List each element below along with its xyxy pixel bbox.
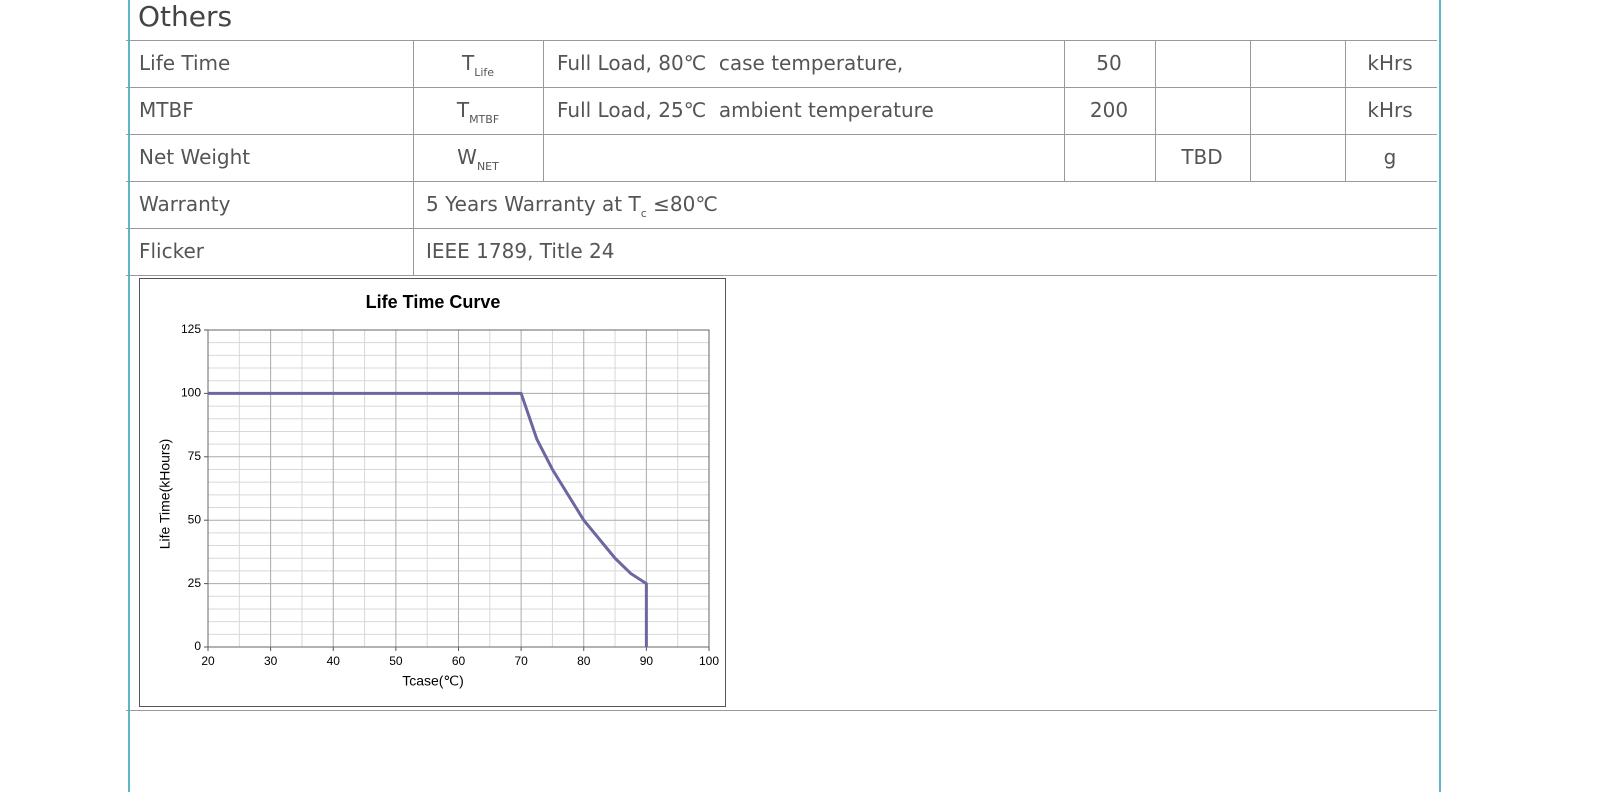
x-tick-label: 60: [452, 654, 466, 668]
symbol-base: T: [461, 51, 475, 75]
x-tick-label: 20: [201, 654, 215, 668]
symbol-sub: NET: [476, 160, 499, 173]
parameter: Warranty: [139, 192, 231, 216]
chart: Life Time Curve Tcase(℃) Life Time(kHour…: [157, 292, 720, 689]
column-line: [1345, 40, 1346, 181]
x-tick-label: 80: [577, 654, 591, 668]
x-tick-label: 100: [699, 654, 719, 668]
y-tick-label: 0: [194, 639, 201, 653]
symbol-base: T: [456, 98, 470, 122]
row-line: [126, 40, 1437, 41]
unit: kHrs: [1367, 98, 1413, 122]
row-line: [126, 710, 1437, 711]
x-axis-label: Tcase(℃): [402, 673, 464, 689]
border-line: [128, 0, 130, 792]
min: 50: [1096, 51, 1122, 75]
data-line: [208, 391, 648, 647]
min: 200: [1089, 98, 1129, 122]
y-axis-label: Life Time(kHours): [157, 439, 173, 549]
row-line: [126, 87, 1437, 88]
row-line: [126, 181, 1437, 182]
border-line: [1439, 0, 1441, 792]
x-tick-label: 90: [640, 654, 654, 668]
symbol: WNET: [378, 145, 578, 173]
parameter: Life Time: [139, 51, 231, 75]
unit: kHrs: [1367, 51, 1413, 75]
x-tick-label: 40: [327, 654, 341, 668]
condition: Full Load, 25℃ ambient temperature: [557, 98, 934, 122]
chart-title: Life Time Curve: [366, 292, 501, 312]
symbol: TMTBF: [378, 98, 578, 126]
condition: Full Load, 80℃ case temperature,: [557, 51, 904, 75]
symbol-sub: MTBF: [469, 113, 500, 126]
parameter: MTBF: [139, 98, 194, 122]
x-tick-label: 70: [514, 654, 528, 668]
parameter: Net Weight: [139, 145, 251, 169]
note: IEEE 1789, Title 24: [426, 239, 614, 263]
symbol-sub: Life: [474, 66, 495, 79]
typ: TBD: [1181, 145, 1223, 169]
unit: g: [1383, 145, 1397, 169]
y-tick-label: 50: [188, 512, 202, 526]
column-line: [1155, 40, 1156, 181]
x-tick-label: 30: [264, 654, 278, 668]
symbol: TLife: [378, 51, 578, 79]
note-after: ≤80℃: [646, 192, 718, 216]
plot-frame: [207, 329, 710, 648]
row-line: [126, 275, 1437, 276]
y-tick-label: 75: [188, 449, 202, 463]
section-title: Others: [138, 0, 233, 33]
symbol-base: W: [457, 145, 477, 169]
y-tick-label: 125: [181, 322, 201, 336]
note-text: 5 Years Warranty at T: [426, 192, 641, 216]
y-tick-label: 100: [181, 386, 201, 400]
note: 5 Years Warranty at Tc ≤80℃: [426, 192, 718, 220]
row-line: [126, 228, 1437, 229]
note-sub: c: [640, 207, 647, 220]
y-tick-label: 25: [188, 576, 202, 590]
column-line: [413, 40, 414, 275]
column-line: [1064, 40, 1065, 181]
chart-frame: [139, 278, 726, 707]
column-line: [1250, 40, 1251, 181]
x-tick-label: 50: [389, 654, 403, 668]
parameter: Flicker: [139, 239, 205, 263]
note-text: IEEE 1789, Title 24: [426, 239, 615, 263]
row-line: [126, 134, 1437, 135]
column-line: [543, 40, 544, 181]
